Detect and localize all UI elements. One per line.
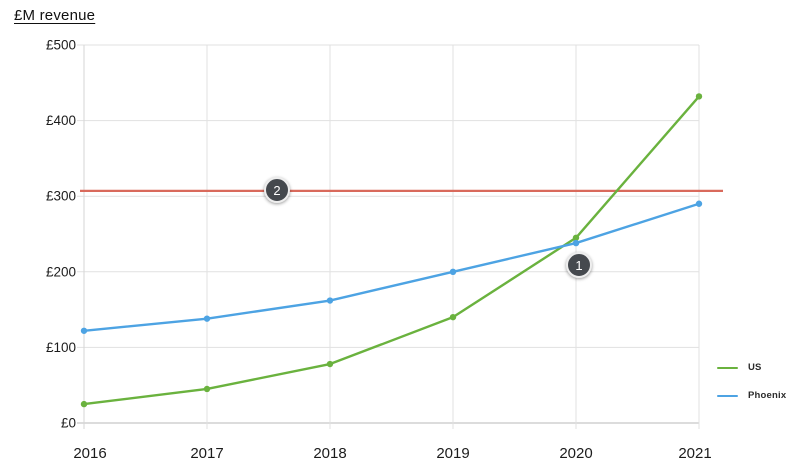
data-point-phoenix [572, 239, 580, 247]
y-tick-label: £500 [46, 38, 76, 53]
legend-item-us: US [717, 358, 786, 377]
x-tick-label: 2017 [190, 445, 223, 462]
y-tick-label: £100 [46, 340, 76, 355]
data-point-phoenix [80, 327, 88, 334]
annotation-badge-2: 2 [264, 177, 290, 203]
legend-line-us [717, 366, 738, 369]
x-tick-label: 2016 [73, 445, 106, 462]
legend-label-us: US [748, 362, 762, 373]
x-tick-label: 2021 [678, 445, 711, 462]
y-tick-label: £0 [61, 416, 76, 431]
data-point-us [449, 313, 457, 321]
legend-item-phoenix: Phoenix [717, 386, 786, 405]
legend-label-phoenix: Phoenix [748, 390, 787, 401]
data-point-phoenix [203, 315, 211, 322]
x-tick-label: 2018 [313, 445, 346, 462]
annotation-badge-1: 1 [566, 252, 592, 278]
data-point-us [572, 234, 580, 241]
data-point-us [203, 385, 211, 393]
data-point-phoenix [449, 268, 457, 275]
legend: US Phoenix [717, 358, 786, 405]
series-line-us [82, 95, 701, 406]
x-tick-label: 2020 [559, 445, 592, 462]
data-point-phoenix [695, 200, 703, 207]
y-tick-label: £300 [46, 189, 76, 204]
data-point-us [695, 93, 703, 100]
x-tick-label: 2019 [436, 445, 469, 462]
data-point-us [326, 360, 334, 368]
data-point-us [80, 400, 88, 408]
chart-title: £M revenue [14, 7, 96, 24]
series-line-phoenix [82, 202, 701, 332]
y-tick-label: £400 [46, 113, 76, 128]
data-point-phoenix [326, 297, 334, 304]
legend-line-phoenix [717, 394, 738, 397]
y-tick-label: £200 [46, 264, 76, 279]
